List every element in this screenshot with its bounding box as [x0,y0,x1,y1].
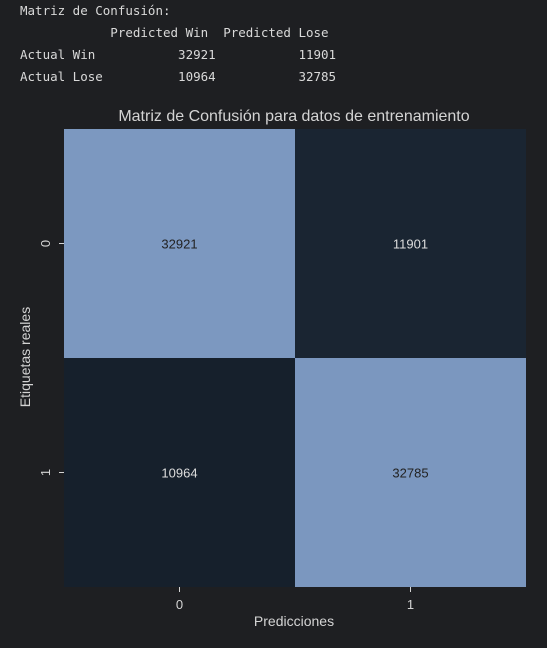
confusion-matrix-plot: Matriz de Confusión para datos de entren… [0,96,547,643]
heatmap-cell-label-1-1: 32785 [392,466,428,481]
heatmap-chart: Matriz de Confusión para datos de entren… [17,108,526,629]
heatmap-cell-1-0 [64,358,295,587]
console-output: Matriz de Confusión: Predicted Win Predi… [20,0,336,88]
console-heading: Matriz de Confusión: [20,3,171,18]
heatmap-cell-label-0-0: 32921 [161,237,197,252]
console-row-actual-win: Actual Win 32921 11901 [20,47,337,62]
y-tick-label-0: 0 [38,240,53,247]
heatmap-cell-0-0 [64,129,295,358]
x-axis-label: Predicciones [254,613,334,629]
heatmap-cells: 32921 11901 10964 32785 [64,129,526,587]
heatmap-cell-1-1 [295,358,526,587]
heatmap-cell-label-0-1: 11901 [393,237,428,252]
y-axis-label: Etiquetas reales [17,307,33,407]
y-tick-label-1: 1 [38,469,53,476]
chart-title: Matriz de Confusión para datos de entren… [118,108,469,125]
heatmap-cell-label-1-0: 10964 [161,466,197,481]
console-header-row: Predicted Win Predicted Lose [20,25,329,40]
heatmap-cell-0-1 [295,129,526,358]
console-row-actual-lose: Actual Lose 10964 32785 [20,69,337,84]
x-tick-label-0: 0 [176,597,183,612]
axis-ticks: 0 1 0 1 [38,240,414,612]
x-tick-label-1: 1 [407,597,414,612]
